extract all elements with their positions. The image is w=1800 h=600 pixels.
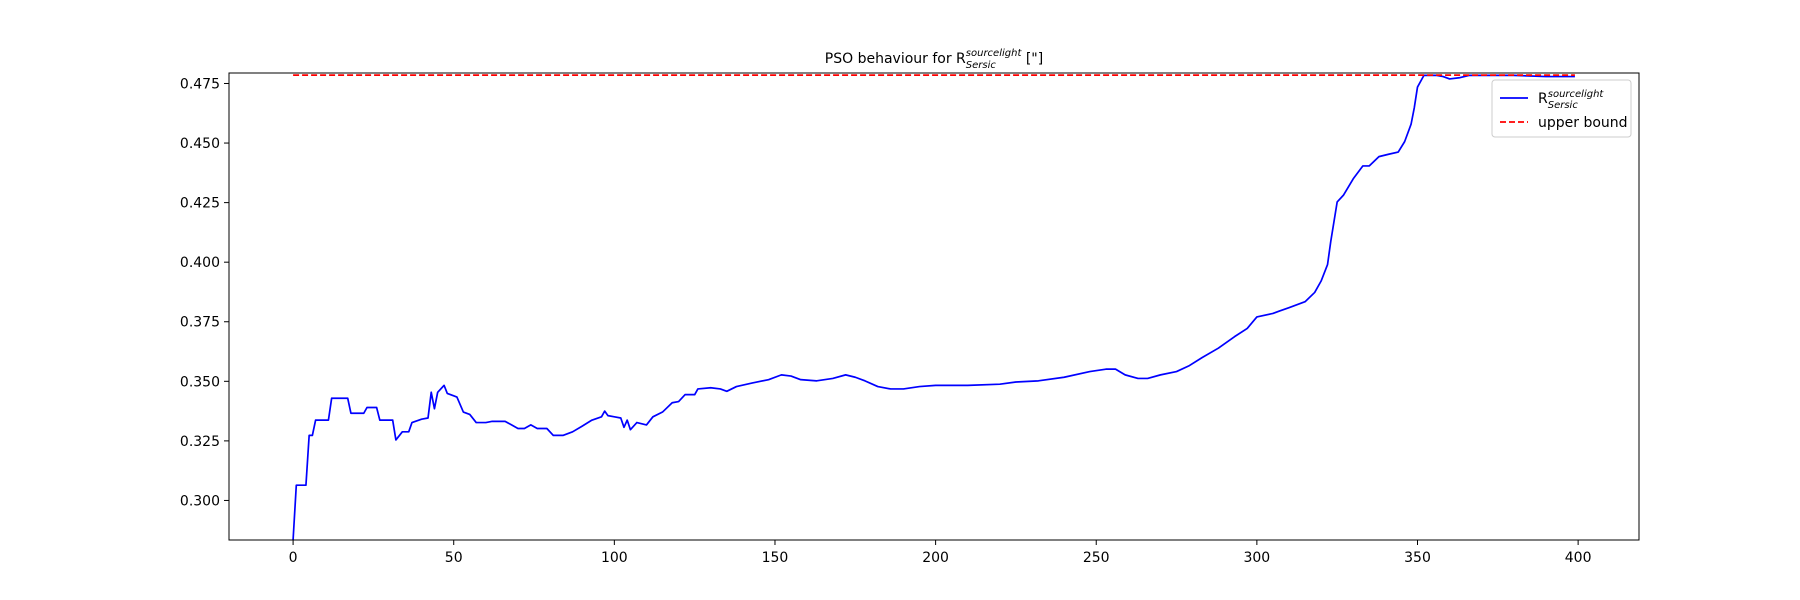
- y-tick-label: 0.300: [180, 493, 220, 509]
- x-tick-label: 50: [445, 550, 463, 566]
- x-tick-label: 350: [1404, 550, 1431, 566]
- y-tick-label: 0.350: [180, 374, 220, 390]
- y-tick-label: 0.400: [180, 255, 220, 271]
- y-tick-label: 0.325: [180, 434, 220, 450]
- legend-name: upper bound: [1538, 115, 1628, 131]
- legend-label: upper bound: [1538, 115, 1628, 131]
- legend-label: Rsourcelight Sersic: [1538, 89, 1604, 111]
- title-sup: sourcelight: [966, 48, 1023, 59]
- y-tick-label: 0.375: [180, 315, 220, 331]
- title-suffix: ["]: [1021, 51, 1043, 67]
- x-tick-label: 0: [289, 550, 298, 566]
- legend-sup: sourcelight: [1548, 89, 1605, 100]
- title-sub: Sersic: [966, 60, 997, 71]
- y-tick-label: 0.425: [180, 196, 220, 212]
- x-tick-label: 200: [922, 550, 949, 566]
- x-tick-label: 400: [1565, 550, 1592, 566]
- title-text: PSO behaviour for R: [825, 51, 966, 67]
- legend-name: R: [1538, 91, 1548, 107]
- legend-box: [1491, 79, 1632, 138]
- x-tick-label: 250: [1083, 550, 1110, 566]
- chart-title: PSO behaviour for Rsourcelight Sersic ["]: [825, 48, 1043, 71]
- legend-sub: Sersic: [1548, 100, 1579, 111]
- series-line: [292, 74, 1575, 540]
- axes-frame: [228, 72, 1640, 541]
- x-tick-label: 150: [762, 550, 789, 566]
- y-tick-label: 0.475: [180, 76, 220, 92]
- y-tick-label: 0.450: [180, 136, 220, 152]
- x-tick-label: 100: [601, 550, 628, 566]
- x-tick-label: 300: [1243, 550, 1270, 566]
